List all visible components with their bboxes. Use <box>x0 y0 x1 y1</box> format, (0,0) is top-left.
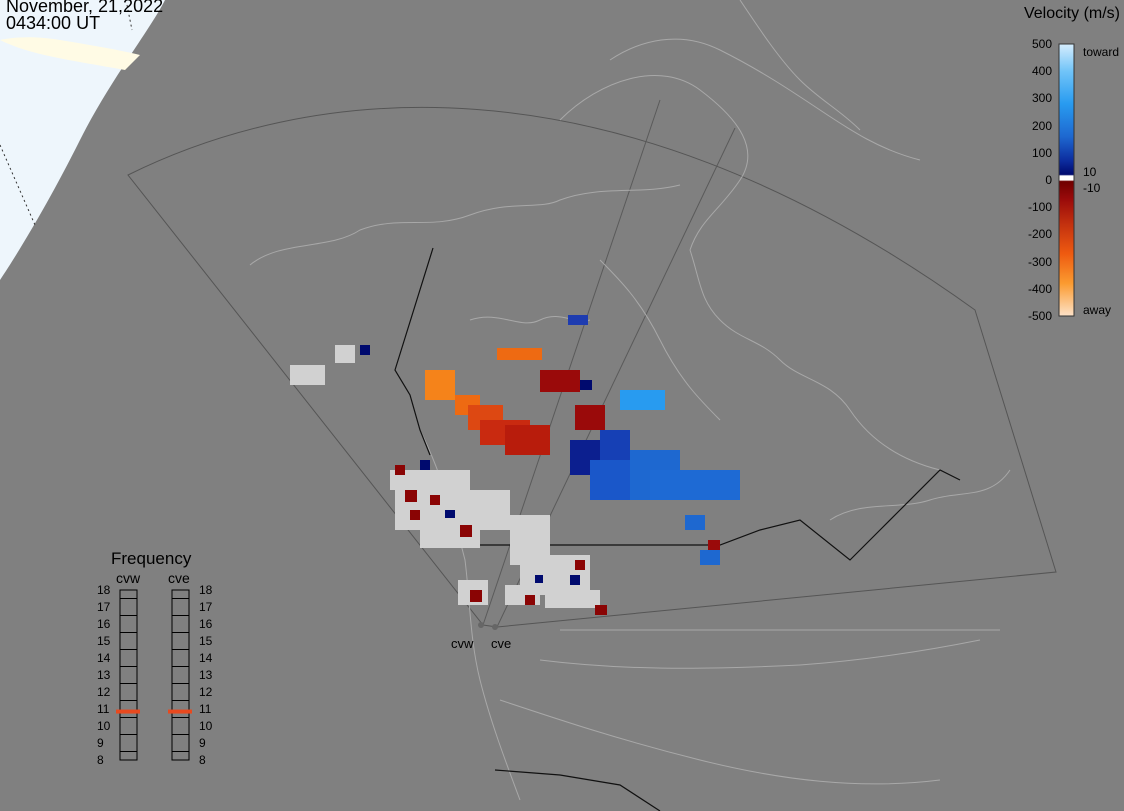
radar-fov-outline <box>127 107 1057 628</box>
toward-label: toward <box>1083 45 1120 59</box>
frequency-level-left: 16 <box>97 617 111 631</box>
velocity-tick: -300 <box>1027 254 1052 269</box>
site-label-cve: cve <box>491 636 512 651</box>
velocity-tick: 0 <box>1045 173 1052 187</box>
date-label: November, 21,2022 <box>6 0 164 16</box>
frequency-level-left: 8 <box>97 753 104 767</box>
velocity-tick: 200 <box>1031 118 1052 133</box>
frequency-level-left: 14 <box>97 651 111 665</box>
frequency-marker-cve <box>168 709 192 714</box>
velocity-tick: -100 <box>1027 200 1052 215</box>
velocity-tick: -400 <box>1027 281 1052 296</box>
frequency-level-right: 16 <box>199 617 213 631</box>
frequency-level-right: 11 <box>199 702 212 716</box>
frequency-level-right: 18 <box>199 583 213 597</box>
frequency-level-right: 8 <box>199 753 206 767</box>
frequency-level-right: 15 <box>199 634 213 648</box>
timestamp: November, 21,2022 0434:00 UT <box>6 0 163 32</box>
frequency-grid-lines <box>120 598 189 752</box>
frequency-level-left: 9 <box>97 736 104 750</box>
frequency-level-right: 13 <box>199 668 213 682</box>
frequency-level-left: 12 <box>97 685 111 699</box>
radar-site-cvw <box>478 622 484 628</box>
radar-site-cve <box>492 624 498 630</box>
negative-threshold-label: -10 <box>1083 181 1101 195</box>
frequency-level-left: 11 <box>97 702 110 716</box>
away-label: away <box>1083 303 1112 317</box>
frequency-box-cve <box>171 589 190 761</box>
frequency-level-right: 14 <box>199 651 213 665</box>
frequency-level-right: 12 <box>199 685 213 699</box>
frequency-markers <box>116 709 192 714</box>
frequency-level-right: 10 <box>199 719 213 733</box>
land-outlines <box>249 0 1011 801</box>
velocity-tick: -200 <box>1027 227 1052 242</box>
frequency-radar-cve: cve <box>168 570 190 586</box>
velocity-tick: 400 <box>1031 64 1052 79</box>
velocity-scale-title: Velocity (m/s) <box>1023 5 1120 22</box>
sea-ice-region <box>0 37 140 70</box>
site-label-cvw: cvw <box>451 636 474 651</box>
frequency-radar-cvw: cvw <box>116 570 141 586</box>
frequency-level-left: 17 <box>97 600 111 614</box>
terminator-dotted-line-2 <box>126 4 133 31</box>
political-boundaries <box>394 247 961 811</box>
frequency-level-left: 15 <box>97 634 111 648</box>
frequency-level-right: 17 <box>199 600 213 614</box>
velocity-tick: 500 <box>1031 37 1052 51</box>
frequency-level-right: 9 <box>199 736 206 750</box>
frequency-box-cvw <box>119 589 138 761</box>
daylight-region <box>0 0 165 280</box>
away-velocity-cells <box>395 348 720 615</box>
frequency-title: Frequency <box>111 549 192 568</box>
positive-threshold-label: 10 <box>1083 165 1097 179</box>
frequency-level-left: 10 <box>97 719 111 733</box>
velocity-tick: 100 <box>1031 145 1052 160</box>
frequency-marker-cvw <box>116 709 140 714</box>
velocity-colorbar <box>1058 43 1075 317</box>
toward-velocity-cells <box>360 315 740 585</box>
frequency-level-left: 13 <box>97 668 111 682</box>
velocity-tick: 300 <box>1031 91 1052 106</box>
fov-beam-boundary-1 <box>482 99 661 626</box>
velocity-tick: -500 <box>1027 309 1052 323</box>
frequency-level-left: 18 <box>97 583 111 597</box>
time-label: 0434:00 UT <box>6 13 101 33</box>
